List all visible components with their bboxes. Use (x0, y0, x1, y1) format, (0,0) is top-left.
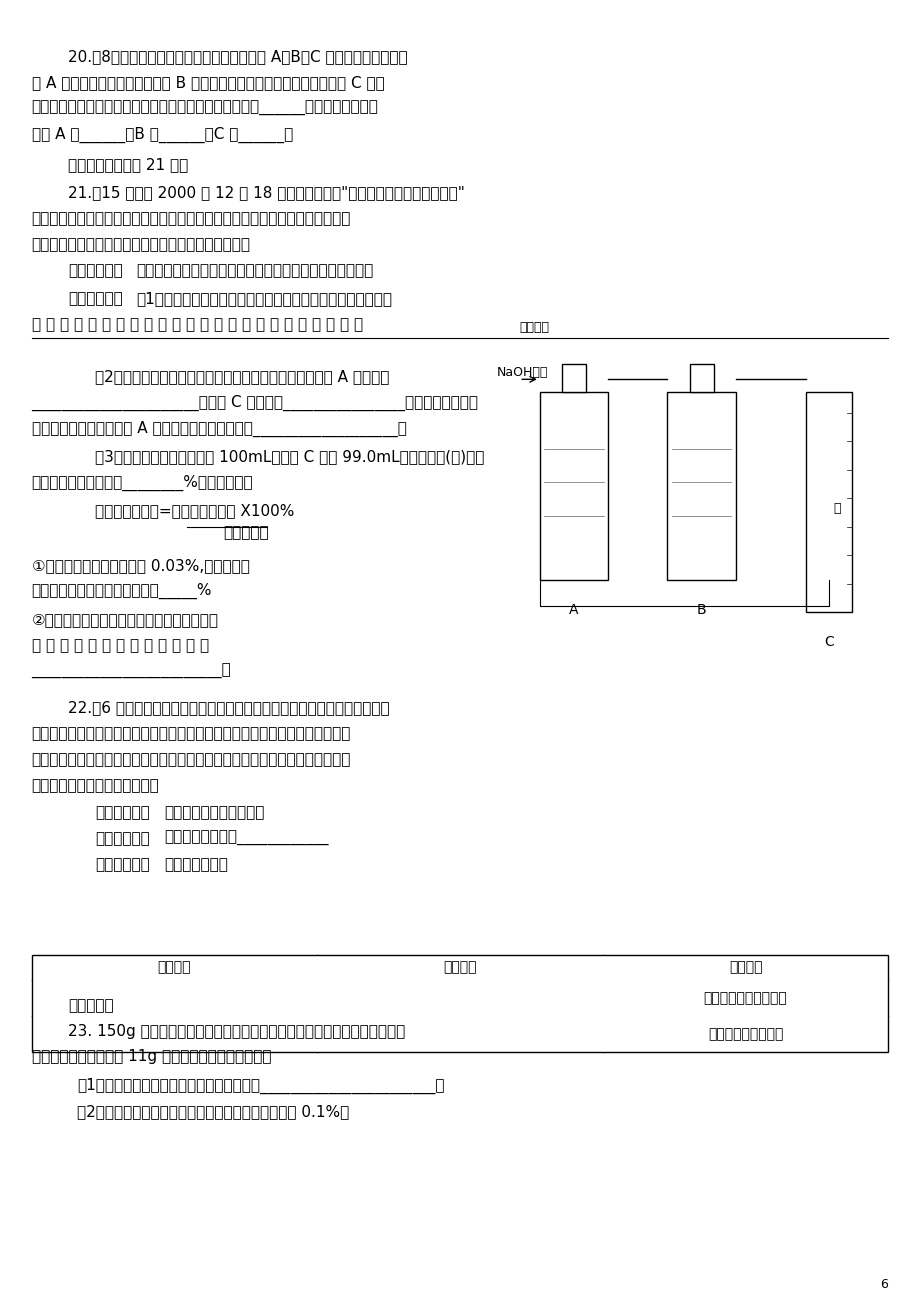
Bar (806, 392, 851, 612)
Text: 样品中有氢氧化钙存在: 样品中有氢氧化钙存在 (703, 991, 787, 1005)
Text: 实验步骤: 实验步骤 (157, 961, 191, 975)
Text: 总酸性气体含量=总酸性气体体积 X100%: 总酸性气体含量=总酸性气体体积 X100% (96, 504, 294, 518)
Text: 学老师发现原因是熟石灰已经部分变质，他觉得这是一个很好的实际例子，就取: 学老师发现原因是熟石灰已经部分变质，他觉得这是一个很好的实际例子，就取 (31, 727, 350, 741)
Text: 20.（8分）在一张洁白干燥的滤纸上依次喷洒 A、B、C 三种无色液体，当喷: 20.（8分）在一张洁白干燥的滤纸上依次喷洒 A、B、C 三种无色液体，当喷 (68, 49, 407, 64)
Text: （2）求反应后所得的溶液中溶质的质量分数（保留为 0.1%）: （2）求反应后所得的溶液中溶质的质量分数（保留为 0.1%） (77, 1104, 349, 1118)
Text: 溶液 A 是______；B 是______；C 是______。: 溶液 A 是______；B 是______；C 是______。 (31, 128, 292, 143)
Text: ①一般空气中含二氧化碳约 0.03%,此样品中由: ①一般空气中含二氧化碳约 0.03%,此样品中由 (31, 557, 249, 573)
Bar (689, 365, 713, 392)
Text: （1）写出稀盐酸跟石灰石反应的化学方程式_______________________；: （1）写出稀盐酸跟石灰石反应的化学方程式____________________… (77, 1078, 444, 1094)
Text: 21.（15 分）据 2000 年 12 月 18 日《厦门日报》"学校化学实验室也是污染源": 21.（15 分）据 2000 年 12 月 18 日《厦门日报》"学校化学实验… (68, 185, 464, 201)
Text: 【实验步骤】: 【实验步骤】 (68, 292, 122, 306)
Text: C: C (823, 635, 834, 650)
Text: 【实验仪器】: 【实验仪器】 (96, 831, 150, 846)
Text: A: A (569, 603, 578, 617)
Text: 洒 A 时滤纸无明显变化，再喷洒 B 时滤纸上显出一间红色小屋，最后喷洒 C 时红: 洒 A 时滤纸无明显变化，再喷洒 B 时滤纸上显出一间红色小屋，最后喷洒 C 时… (31, 76, 384, 90)
Text: 水: 水 (833, 503, 840, 516)
Text: 染物。为此学校化学研究小组的同学拟进行如下实验：: 染物。为此学校化学研究小组的同学拟进行如下实验： (31, 237, 250, 253)
Text: 实验结论: 实验结论 (728, 961, 762, 975)
Bar (562, 365, 585, 392)
Text: 6: 6 (879, 1279, 888, 1292)
Text: （3）计算：若取样品气体为 100mL，装置 C 计数 99.0mL，则实验室(甲)空气: （3）计算：若取样品气体为 100mL，装置 C 计数 99.0mL，则实验室(… (96, 449, 484, 465)
Text: 22.（6 分）花匠用熟石灰来降低校园苗圃中土壤的酸性，但效果不明显。化: 22.（6 分）花匠用熟石灰来降低校园苗圃中土壤的酸性，但效果不明显。化 (68, 700, 389, 715)
Text: 四、我会探究（共 21 分）: 四、我会探究（共 21 分） (68, 156, 188, 172)
Text: 证明熟石灰样品部分变质: 证明熟石灰样品部分变质 (164, 805, 264, 820)
Text: 【实验目的】: 【实验目的】 (68, 263, 122, 277)
Text: 中总酸性气体含量约为________%。计算式为：: 中总酸性气体含量约为________%。计算式为： (31, 475, 253, 491)
Text: 玻棒、胶头滴管、____________: 玻棒、胶头滴管、____________ (164, 831, 328, 846)
Text: B: B (696, 603, 706, 617)
Text: 人 类 生 存 环 境 污 染 的 一 种 做 法: 人 类 生 存 环 境 污 染 的 一 种 做 法 (31, 638, 209, 654)
Text: （1）取样：因实验在另一间没有污染的实验室（乙）进行，请: （1）取样：因实验在另一间没有污染的实验室（乙）进行，请 (137, 292, 392, 306)
Text: 取样总体积: 取样总体积 (222, 526, 268, 540)
Bar (539, 392, 607, 579)
Text: 回一包熟石灰样品，要求学生设计实验证明该样品确实部分变质。请填写有关实: 回一包熟石灰样品，要求学生设计实验证明该样品确实部分变质。请填写有关实 (31, 753, 350, 767)
Text: 你 设 计 出 取 出 适 量 化 学 实 验 室 （ 甲 ） 空 气 样 品 的 方 法 ：: 你 设 计 出 取 出 适 量 化 学 实 验 室 （ 甲 ） 空 气 样 品 … (31, 318, 362, 332)
Bar (31, 954, 888, 1052)
Text: 水、酚酞试液、: 水、酚酞试液、 (164, 857, 228, 872)
Text: 实验室废气产生的酸性气体约为_____%: 实验室废气产生的酸性气体约为_____% (31, 582, 211, 599)
Text: 实验现象: 实验现象 (443, 961, 476, 975)
Text: 【实验目的】: 【实验目的】 (96, 805, 150, 820)
Text: ______________________，装置 C 的作用是________________。若酸性气体中含: ______________________，装置 C 的作用是________… (31, 395, 478, 411)
Text: 有二氧化硫，请写出其在 A 装置中反应的化学方程式___________________。: 有二氧化硫，请写出其在 A 装置中反应的化学方程式_______________… (31, 421, 406, 437)
Text: 【实验药品】: 【实验药品】 (96, 857, 150, 872)
Text: 测试刚做完实验的室里（甲）空气中全部酸性气体的含量。: 测试刚做完实验的室里（甲）空气中全部酸性气体的含量。 (137, 263, 373, 277)
Text: 色小屋又消失了，回答下列问题：滤纸上的小屋事先是用______试剂画出的。无色: 色小屋又消失了，回答下列问题：滤纸上的小屋事先是用______试剂画出的。无色 (31, 102, 378, 116)
Bar (666, 392, 735, 579)
Text: _________________________。: _________________________。 (31, 664, 231, 678)
Text: 四、计算题: 四、计算题 (68, 997, 113, 1013)
Text: 样品中有碳酸钙存在: 样品中有碳酸钙存在 (708, 1027, 782, 1042)
Text: 验仪器和药品，完成实验报告。: 验仪器和药品，完成实验报告。 (31, 777, 159, 793)
Text: （2）如图：按上图装置将取得的气体进行实验，图中装置 A 的作用是: （2）如图：按上图装置将取得的气体进行实验，图中装置 A 的作用是 (96, 368, 390, 384)
Text: NaOH溶液: NaOH溶液 (496, 366, 547, 379)
Text: 一文指出：全国数以万计的高校、中学的化学实验室每天都排放着成分复杂的污: 一文指出：全国数以万计的高校、中学的化学实验室每天都排放着成分复杂的污 (31, 211, 350, 227)
Text: 23. 150g 稀盐酸跟一定量含少量杂质的石灰石恰好完全反应（杂质不溶解，: 23. 150g 稀盐酸跟一定量含少量杂质的石灰石恰好完全反应（杂质不溶解， (68, 1023, 404, 1039)
Text: 取样气体: 取样气体 (518, 322, 549, 335)
Text: ②请提出你在进行化学实验时，减少实验室对: ②请提出你在进行化学实验时，减少实验室对 (31, 612, 219, 628)
Text: 也不参与反应），生成 11g 二氧化碳。回答下列问题：: 也不参与反应），生成 11g 二氧化碳。回答下列问题： (31, 1049, 271, 1065)
